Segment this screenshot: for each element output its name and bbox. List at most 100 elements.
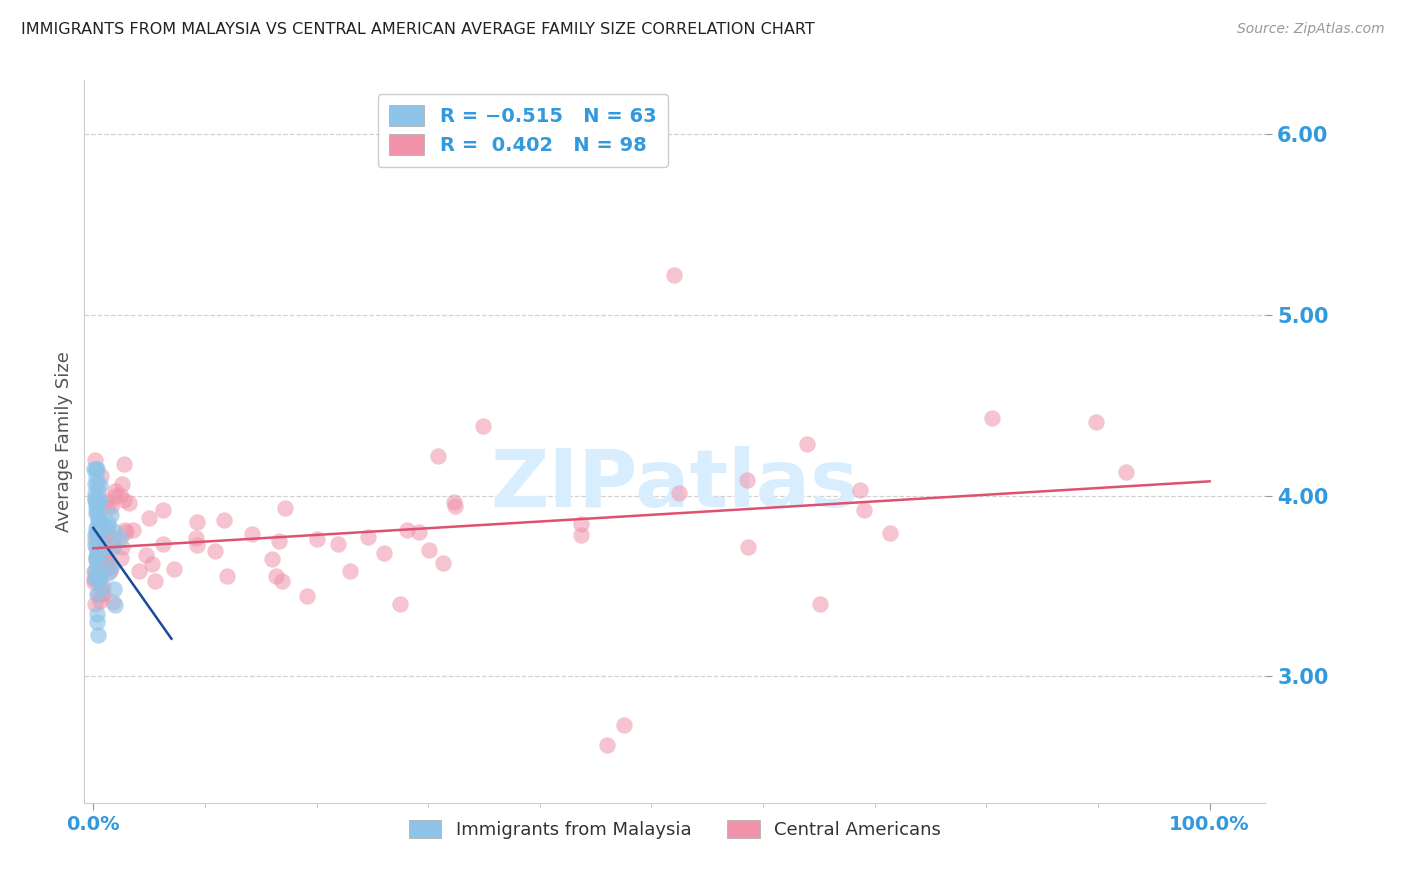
Point xyxy=(396,524,419,538)
Point xyxy=(86,511,108,525)
Point xyxy=(86,548,108,562)
Point xyxy=(86,549,108,564)
Point xyxy=(128,564,150,578)
Point xyxy=(373,546,395,560)
Point xyxy=(98,564,121,578)
Point xyxy=(274,501,297,516)
Point xyxy=(86,506,108,520)
Point xyxy=(737,540,759,554)
Text: Source: ZipAtlas.com: Source: ZipAtlas.com xyxy=(1237,22,1385,37)
Point xyxy=(86,628,108,642)
Point xyxy=(84,563,107,577)
Point xyxy=(214,513,236,527)
Point xyxy=(84,549,107,564)
Point xyxy=(94,493,117,508)
Point xyxy=(808,597,831,611)
Point xyxy=(87,484,110,499)
Point xyxy=(86,525,108,540)
Point xyxy=(111,540,134,554)
Point xyxy=(135,549,157,563)
Point xyxy=(93,534,115,549)
Point xyxy=(83,461,105,475)
Point xyxy=(152,537,174,551)
Point xyxy=(443,495,465,509)
Point xyxy=(186,538,208,552)
Point xyxy=(662,268,685,283)
Point xyxy=(84,567,107,582)
Point xyxy=(83,538,105,552)
Point xyxy=(100,560,122,574)
Point xyxy=(297,589,319,603)
Point xyxy=(849,483,872,497)
Point xyxy=(94,522,117,536)
Point xyxy=(83,527,105,541)
Point xyxy=(84,495,107,509)
Point xyxy=(84,553,107,567)
Point xyxy=(104,489,127,503)
Point xyxy=(87,494,110,508)
Point xyxy=(96,552,118,566)
Point xyxy=(101,595,124,609)
Point xyxy=(90,587,112,601)
Point xyxy=(242,526,264,541)
Point xyxy=(86,566,108,581)
Point xyxy=(111,477,134,491)
Point xyxy=(87,522,110,536)
Point xyxy=(737,473,759,487)
Point xyxy=(97,499,120,513)
Point xyxy=(408,524,430,539)
Point xyxy=(184,531,207,545)
Point xyxy=(83,572,105,586)
Point xyxy=(84,470,107,484)
Point xyxy=(103,538,125,552)
Point xyxy=(152,502,174,516)
Point xyxy=(83,485,105,500)
Point xyxy=(101,540,124,554)
Point xyxy=(90,468,112,483)
Point xyxy=(100,500,122,514)
Point xyxy=(326,536,349,550)
Point xyxy=(84,571,107,585)
Point xyxy=(86,535,108,549)
Point xyxy=(84,452,107,467)
Point xyxy=(89,516,111,530)
Point xyxy=(427,449,450,463)
Point xyxy=(796,437,818,451)
Point xyxy=(217,568,239,582)
Point xyxy=(108,487,131,501)
Point xyxy=(86,506,108,520)
Point xyxy=(83,575,105,590)
Point xyxy=(86,537,108,551)
Point xyxy=(443,500,465,514)
Point xyxy=(596,738,619,752)
Point xyxy=(264,569,287,583)
Point xyxy=(141,557,163,571)
Point xyxy=(84,521,107,535)
Point xyxy=(569,528,592,542)
Point xyxy=(84,476,107,491)
Point xyxy=(83,597,105,611)
Point xyxy=(83,533,105,547)
Point xyxy=(87,519,110,533)
Point xyxy=(357,530,380,544)
Point xyxy=(84,525,107,540)
Point xyxy=(86,550,108,565)
Point xyxy=(163,562,186,576)
Point xyxy=(97,520,120,534)
Point xyxy=(112,492,135,507)
Point xyxy=(186,516,208,530)
Point xyxy=(271,574,294,588)
Point xyxy=(90,536,112,550)
Point xyxy=(86,526,108,541)
Point xyxy=(104,598,127,612)
Point xyxy=(91,580,114,594)
Point xyxy=(94,541,117,556)
Point xyxy=(262,552,284,566)
Point xyxy=(103,582,125,596)
Point xyxy=(87,542,110,557)
Point xyxy=(84,551,107,566)
Point xyxy=(86,498,108,512)
Point xyxy=(84,494,107,508)
Point xyxy=(87,514,110,528)
Point xyxy=(981,411,1004,425)
